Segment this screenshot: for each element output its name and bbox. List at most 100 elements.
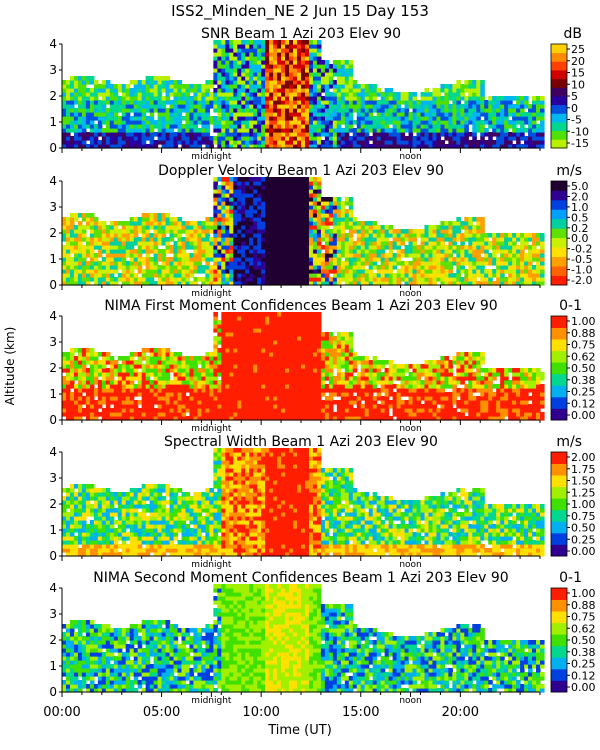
heatmap-cell [420,269,426,274]
heatmap-cell [189,265,195,270]
heatmap-cell [412,253,418,258]
heatmap-cell [396,233,402,238]
heatmap-cell [304,253,310,258]
heatmap-cell [536,257,541,262]
heatmap-cell [181,229,187,234]
heatmap-cell [229,245,234,250]
heatmap-cell [237,104,242,109]
heatmap-cell [512,116,517,121]
heatmap-cell [492,108,497,113]
heatmap-cell [221,201,226,206]
heatmap-cell [245,269,250,274]
heatmap-cell [301,108,306,113]
heatmap-cell [400,261,406,266]
heatmap-cell [308,185,314,190]
heatmap-cell [328,80,334,85]
heatmap-cell [173,217,179,222]
heatmap-cell [89,249,95,254]
heatmap-cell [324,281,330,286]
heatmap-cell [512,144,517,149]
heatmap-cell [169,404,175,409]
heatmap-cell [213,193,218,198]
heatmap-cell [416,233,422,238]
heatmap-cell [460,124,465,129]
heatmap-cell [69,225,75,230]
heatmap-cell [340,116,346,121]
heatmap-cell [177,404,183,409]
heatmap-cell [221,48,226,53]
heatmap-cell [520,96,525,101]
heatmap-cell [225,193,230,198]
heatmap-cell [420,100,426,105]
heatmap-cell [376,281,382,286]
heatmap-cell [340,104,346,109]
heatmap-cell [249,253,254,258]
heatmap-cell [293,116,298,121]
heatmap-cell [141,241,147,246]
heatmap-cell [352,273,358,278]
heatmap-cell [141,233,147,238]
heatmap-cell [257,48,262,53]
heatmap-cell [492,140,497,145]
heatmap-cell [117,277,123,282]
heatmap-cell [257,221,262,226]
heatmap-cell [173,96,179,101]
heatmap-cell [496,241,501,246]
heatmap-cell [137,253,143,258]
heatmap-cell [484,253,489,258]
heatmap-cell [233,241,238,246]
heatmap-cell [285,209,290,214]
heatmap-cell [293,80,298,85]
heatmap-cell [229,277,234,282]
heatmap-cell [297,229,302,234]
heatmap-cell [488,100,493,105]
heatmap-cell [145,408,151,413]
heatmap-cell [289,249,294,254]
heatmap-cell [165,144,171,149]
heatmap-cell [536,249,541,254]
heatmap-cell [360,144,366,149]
heatmap-cell [257,128,262,133]
heatmap-cell [229,249,234,254]
heatmap-cell [293,64,298,69]
heatmap-cell [149,368,155,373]
heatmap-cell [133,241,139,246]
colorbar-tick-label: 2.0 [571,190,589,203]
heatmap-cell [77,356,83,361]
heatmap-cell [372,281,378,286]
heatmap-cell [145,108,151,113]
colorbar-segment [551,199,567,210]
heatmap-cell [129,360,135,365]
heatmap-cell [62,356,67,361]
heatmap-cell [101,273,107,278]
heatmap-cell [440,104,445,109]
heatmap-cell [85,376,91,381]
heatmap-cell [440,108,445,113]
heatmap-cell [109,408,115,413]
heatmap-cell [145,124,151,129]
heatmap-cell [392,128,398,133]
heatmap-cell [396,245,402,250]
heatmap-cell [432,120,438,125]
heatmap-cell [89,360,95,365]
heatmap-cell [392,233,398,238]
colorbar-unit: dB [564,26,583,42]
heatmap-cell [145,348,151,353]
heatmap-cell [249,60,254,65]
heatmap-cell [484,237,489,242]
heatmap-cell [217,269,222,274]
heatmap-cell [109,144,115,149]
heatmap-cell [432,140,438,145]
heatmap-cell [273,197,278,202]
heatmap-cell [348,245,354,250]
heatmap-cell [197,257,203,262]
colorbar-tick-label: 5 [571,90,578,103]
heatmap-cell [233,40,238,45]
heatmap-cell [304,128,310,133]
heatmap-cell [344,76,350,81]
heatmap-cell [340,140,346,145]
heatmap-cell [189,112,195,117]
heatmap-cell [304,185,310,190]
heatmap-cell [241,64,246,69]
heatmap-cell [233,112,238,117]
